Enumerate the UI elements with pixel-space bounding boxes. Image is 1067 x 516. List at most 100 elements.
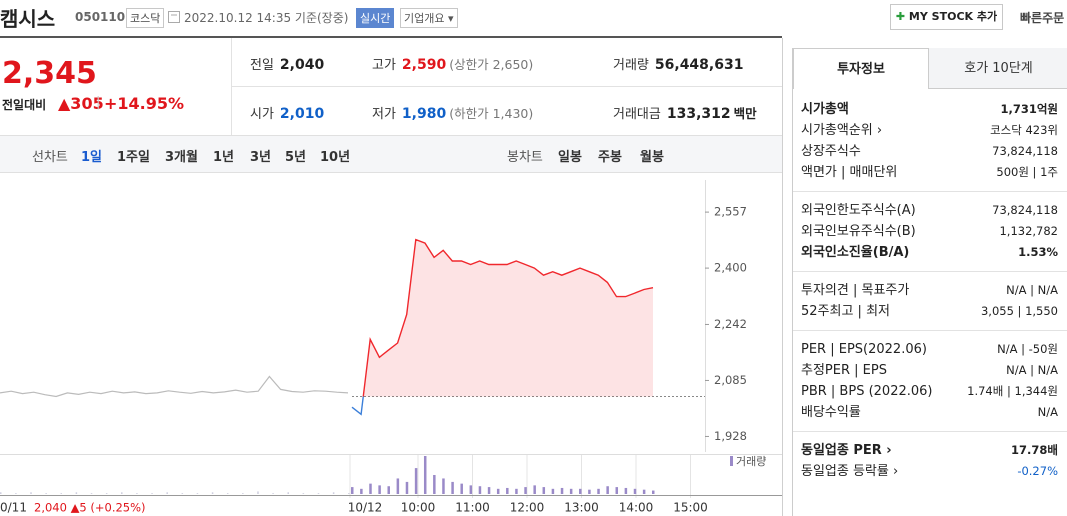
info-value: N/A — [1037, 405, 1058, 419]
field-unit: 백만 — [733, 106, 757, 121]
info-row: 상장주식수 73,824,118 — [793, 141, 1067, 162]
info-value: 17.78배 — [1011, 443, 1058, 457]
volume-bar — [0, 492, 2, 494]
info-row: 외국인소진율(B/A) 1.53% — [793, 242, 1067, 263]
info-row: 추정PER | EPS N/A | N/A — [793, 360, 1067, 381]
info-value: 1.74배 | 1,344원 — [967, 384, 1058, 398]
header-rule — [0, 36, 782, 38]
panel-tabs: 투자정보 호가 10단계 — [793, 48, 1067, 89]
volume-bar — [405, 481, 409, 494]
field-value: 1,980 — [401, 106, 447, 122]
period-tab[interactable]: 3년 — [250, 150, 272, 165]
info-label: PER | EPS(2022.06) — [801, 342, 927, 357]
quick-order[interactable]: 빠른주문 — [1020, 11, 1065, 25]
volume-bar — [624, 487, 628, 494]
volume-bar — [579, 488, 582, 494]
mystock-button[interactable]: ✚ MY STOCK 추가 — [890, 4, 1003, 30]
volume-bar — [75, 492, 78, 494]
info-value: 500원 | 1주 — [996, 165, 1058, 179]
volume-bar — [211, 492, 214, 494]
info-value: -0.27% — [1017, 464, 1058, 478]
info-label: 시가총액 — [801, 102, 849, 117]
y-tick-label: 2,400 — [714, 261, 747, 275]
panel-tab[interactable]: 호가 10단계 — [929, 48, 1067, 89]
quote-field: 고가 2,590 (상한가 2,650) — [372, 54, 533, 73]
field-label: 시가 — [250, 107, 274, 122]
period-tab[interactable]: 1년 — [213, 150, 235, 165]
info-label: 외국인보유주식수(B) — [801, 224, 916, 239]
info-row: 시가총액순위 › 코스닥 423위 — [793, 120, 1067, 141]
chart-tabs — [0, 135, 782, 173]
stock-code: 050110 — [75, 10, 126, 24]
y-tick-label: 2,557 — [714, 205, 747, 219]
divider — [232, 86, 782, 87]
period-tab[interactable]: 1주일 — [117, 150, 150, 165]
info-value: 1,731억원 — [1000, 102, 1058, 116]
volume-bar — [136, 493, 138, 494]
info-row: 동일업종 PER › 17.78배 — [793, 440, 1067, 461]
field-value: 2,040 — [279, 57, 325, 73]
volume-bar — [524, 487, 527, 494]
y-tick-label: 2,242 — [714, 317, 747, 331]
x-tick-label: 11:00 — [455, 501, 490, 515]
period-tab[interactable]: 1일 — [81, 150, 103, 165]
volume-bar — [121, 492, 123, 494]
x-tick-label: 10:00 — [401, 501, 436, 515]
info-group: 외국인한도주식수(A) 73,824,118 외국인보유주식수(B) 1,132,78… — [793, 191, 1067, 271]
x-tick-label: 12:00 — [510, 501, 545, 515]
panel-tab[interactable]: 투자정보 — [793, 48, 929, 89]
quote-field: 거래량 56,448,631 — [613, 54, 743, 73]
change-label: 전일대비 — [2, 98, 47, 112]
info-value: 코스닥 423위 — [990, 123, 1058, 137]
candle-tab[interactable]: 주봉 — [598, 150, 622, 165]
volume-bar — [351, 487, 354, 494]
overview-button[interactable]: 기업개요 ▾ — [400, 8, 458, 28]
volume-bar — [478, 486, 482, 494]
volume-bar — [105, 493, 108, 494]
volume-bar — [242, 493, 244, 494]
volume-bar — [423, 456, 427, 494]
volume-bar — [615, 487, 619, 494]
candle-tab[interactable]: 월봉 — [640, 150, 664, 165]
quote-field: 저가 1,980 (하한가 1,430) — [372, 103, 533, 122]
field-label: 전일 — [250, 58, 274, 73]
volume-bar — [272, 493, 274, 494]
info-group: 동일업종 PER › 17.78배 동일업종 등락률 › -0.27% — [793, 431, 1067, 490]
info-value: 73,824,118 — [992, 203, 1058, 217]
period-tab[interactable]: 3개월 — [165, 150, 198, 165]
quote-field: 시가 2,010 — [250, 103, 324, 122]
candle-tab[interactable]: 일봉 — [558, 150, 582, 165]
volume-bar — [226, 493, 229, 494]
volume-bar — [166, 492, 168, 494]
sep: | — [96, 95, 101, 110]
field-value: 133,312 — [666, 106, 731, 122]
volume-legend-mark — [730, 456, 733, 466]
info-value: 3,055 | 1,550 — [980, 304, 1058, 318]
volume-bar — [433, 475, 436, 494]
y-tick-label: 1,928 — [714, 429, 747, 443]
realtime-badge[interactable]: 실시간 — [356, 8, 395, 28]
info-value: 73,824,118 — [992, 144, 1058, 158]
prev-day-summary: 2,040 ▲5 (+0.25%) — [34, 501, 146, 515]
volume-bar — [515, 488, 518, 494]
volume-bar — [30, 492, 32, 494]
field-note: (상한가 2,650) — [449, 57, 534, 72]
volume-bar — [317, 493, 320, 494]
volume-bar — [588, 489, 591, 494]
volume-bar — [348, 493, 350, 494]
timestamp: 2022.10.12 14:35 기준(장중) — [184, 11, 349, 25]
info-label: 배당수익률 — [801, 405, 861, 420]
info-label: 액면가 | 매매단위 — [801, 165, 898, 180]
period-tab[interactable]: 10년 — [320, 150, 351, 165]
info-value: N/A | -50원 — [997, 342, 1058, 356]
volume-bar — [60, 493, 63, 494]
x-tick-label: 14:00 — [619, 501, 654, 515]
volume-bar — [414, 468, 418, 494]
volume-bar — [257, 491, 259, 494]
volume-bar — [442, 478, 445, 494]
volume-bar — [551, 488, 555, 494]
info-value: 1,132,782 — [999, 224, 1058, 238]
period-tab[interactable]: 5년 — [285, 150, 307, 165]
